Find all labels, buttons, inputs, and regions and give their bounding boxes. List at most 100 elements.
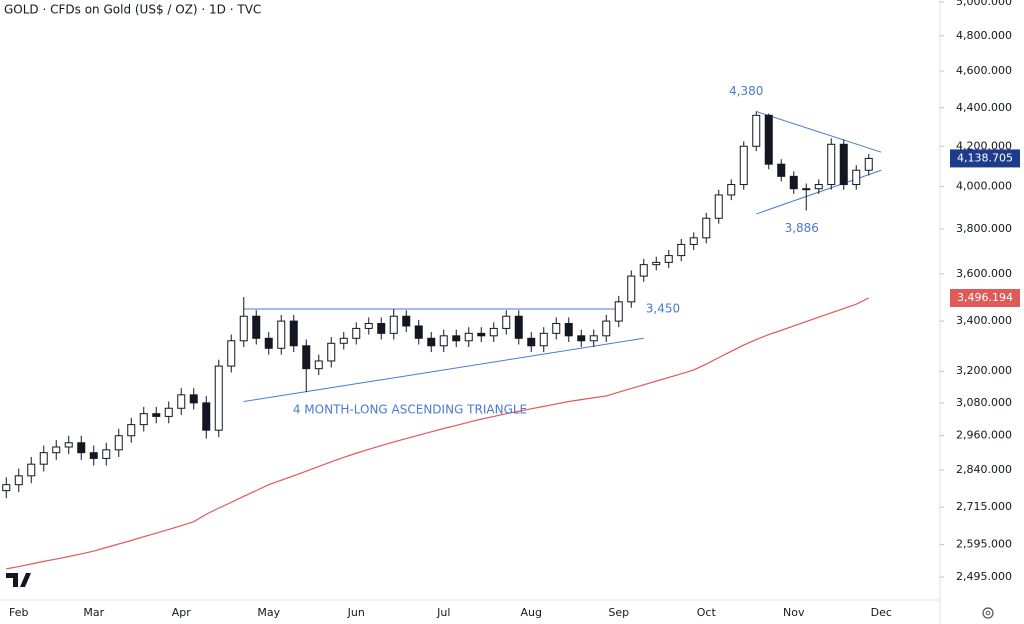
y-tick-label: 2,840.000 [956,463,1012,476]
candle-body [552,323,561,334]
candle-body [214,365,223,431]
ma-price-tag: 3,496.194 [957,291,1013,304]
candle-body [477,332,486,337]
candle-body [164,407,173,417]
candle-body [439,335,448,347]
candle-body [652,261,661,266]
ma-price-tag-bg [950,288,1020,307]
candle-body [89,452,98,459]
candle-body [202,402,211,431]
candle-body [514,315,523,339]
candle-body [539,332,548,347]
candle-body [452,335,461,342]
y-tick-label: 3,800.000 [956,222,1012,235]
candle-body [714,194,723,219]
candle-body [727,184,736,196]
candle-body [827,143,836,186]
candle-body [364,323,373,329]
candle-body [739,145,748,186]
candle-body [189,394,198,404]
candle-body [239,315,248,342]
candle-body [139,413,148,426]
candle-body [77,442,86,454]
candle-body [14,475,23,486]
x-tick-label: Jul [436,606,450,619]
trendline [756,111,882,153]
candle-body [577,335,586,342]
trendline [243,337,644,403]
candle-body [389,315,398,334]
candle-body [39,452,48,465]
annotation: 4 MONTH-LONG ASCENDING TRIANGLE [293,403,527,417]
candle-body [227,340,236,367]
y-tick-label: 5,000.000 [956,0,1012,8]
candle-body [289,320,298,347]
candle-body [177,394,186,409]
y-tick-label: 4,600.000 [956,64,1012,77]
candle-body [464,332,473,342]
candle-body [864,157,873,171]
y-tick-label: 3,400.000 [956,314,1012,327]
candle-body [2,484,11,492]
x-tick-label: Nov [783,606,805,619]
candle-body [327,342,336,362]
candle-body [589,335,598,342]
x-tick-label: Apr [172,606,192,619]
y-tick-label: 2,715.000 [956,500,1012,513]
candle-body [639,264,648,277]
x-tick-label: Jun [347,606,365,619]
candle-body [352,327,361,339]
candle-body [152,413,161,417]
candle-body [602,320,611,337]
candle-body [102,449,111,459]
candle-body [127,424,136,437]
x-tick-label: Sep [608,606,629,619]
candle-body [614,301,623,322]
y-tick-label: 4,000.000 [956,180,1012,193]
x-tick-label: Mar [83,606,104,619]
annotation: 4,380 [729,84,763,98]
candle-body [852,169,861,186]
annotation: 3,450 [646,302,680,316]
y-tick-label: 2,595.000 [956,538,1012,551]
candle-body [489,327,498,337]
candle-body [702,217,711,239]
candle-body [27,463,36,477]
candle-body [277,320,286,349]
y-tick-label: 3,200.000 [956,364,1012,377]
candle-body [52,446,61,454]
candle-body [402,315,411,327]
candle-body [427,337,436,347]
candle-body [627,275,636,303]
y-tick-label: 3,600.000 [956,267,1012,280]
candle-body [377,323,386,334]
y-tick-label: 4,800.000 [956,29,1012,42]
candle-body [789,175,798,190]
y-tick-label: 2,960.000 [956,429,1012,442]
last-price-tag-bg [950,149,1020,168]
candle-body [802,188,811,191]
x-tick-label: Feb [9,606,28,619]
settings-icon[interactable] [982,607,994,619]
y-tick-label: 4,400.000 [956,101,1012,114]
annotation: 3,886 [785,221,819,235]
moving-average [6,297,870,570]
candle-body [252,315,261,339]
candle-body [414,325,423,339]
x-tick-label: Aug [521,606,542,619]
x-tick-label: May [257,606,280,619]
candle-body [502,315,511,329]
candle-body [314,360,323,370]
candle-body [814,184,823,190]
y-tick-label: 3,080.000 [956,396,1012,409]
candle-body [839,143,848,186]
candle-body [564,323,573,337]
last-price-tag: 4,138.705 [957,151,1013,164]
candle-body [752,114,761,147]
candle-body [527,337,536,347]
candle-body [302,345,311,370]
candle-body [339,337,348,344]
candle-body [264,337,273,349]
x-tick-label: Oct [697,606,717,619]
